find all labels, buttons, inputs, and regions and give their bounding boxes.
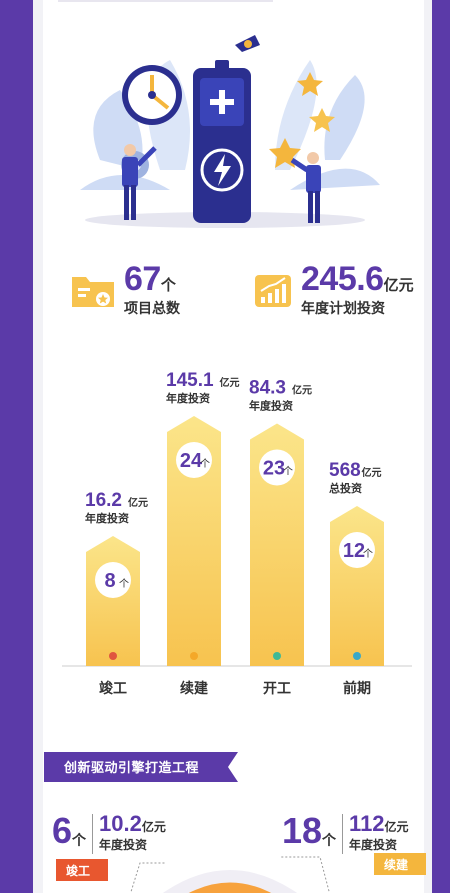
top-divider bbox=[58, 0, 273, 2]
section-title: 创新驱动引擎打造工程 bbox=[64, 761, 200, 776]
stat-total-projects: 67个 项目总数 bbox=[70, 262, 180, 318]
frame-left-inner bbox=[33, 0, 43, 893]
total-projects-unit: 个 bbox=[160, 276, 176, 294]
left-count-unit: 个 bbox=[72, 833, 87, 849]
invest-label-0: 年度投资 bbox=[85, 511, 129, 525]
bar-count-unit-1: 个 bbox=[200, 458, 210, 470]
bar-count-0: 8 bbox=[104, 570, 115, 592]
bar-2 bbox=[250, 423, 304, 666]
bar-count-unit-0: 个 bbox=[119, 578, 129, 590]
bar-count-badge-1 bbox=[176, 442, 212, 478]
bar-count-badge-2 bbox=[259, 449, 295, 486]
invest-value-0: 16.2 bbox=[85, 490, 122, 511]
right-value-unit: 亿元 bbox=[384, 820, 409, 834]
left-sub: 年度投资 bbox=[99, 838, 148, 852]
category-label-0: 竣工 bbox=[99, 680, 127, 697]
annual-investment-label: 年度计划投资 bbox=[301, 301, 385, 317]
frame-left-border bbox=[0, 0, 33, 893]
annual-investment-value: 245.6 bbox=[301, 260, 384, 298]
left-value-unit: 亿元 bbox=[141, 820, 166, 834]
section-right-stat: 18 个 112亿元 年度投资 bbox=[282, 812, 409, 854]
bar-1 bbox=[167, 416, 221, 666]
left-value: 10.2 bbox=[99, 811, 142, 836]
right-count: 18 bbox=[282, 810, 323, 851]
total-projects-value: 67 bbox=[124, 260, 161, 298]
bar-count-2: 23 bbox=[263, 458, 285, 480]
bar-dot-3 bbox=[353, 652, 361, 660]
section-banner bbox=[44, 752, 238, 782]
left-divider bbox=[92, 814, 94, 854]
right-count-unit: 个 bbox=[322, 833, 337, 849]
bar-dot-1 bbox=[190, 652, 198, 660]
left-count: 6 bbox=[52, 810, 73, 851]
category-label-1: 续建 bbox=[180, 680, 208, 697]
growth-chart-icon bbox=[255, 275, 291, 307]
invest-unit-2: 亿元 bbox=[292, 384, 312, 397]
bar-count-unit-3: 个 bbox=[363, 548, 373, 560]
total-projects-label: 项目总数 bbox=[124, 301, 180, 317]
bar-dot-2 bbox=[273, 652, 281, 660]
invest-value-3: 568 bbox=[329, 460, 361, 481]
bar-count-unit-2: 个 bbox=[283, 466, 293, 478]
right-value: 112 bbox=[349, 811, 385, 836]
bar-count-3: 12 bbox=[343, 540, 365, 562]
right-sub: 年度投资 bbox=[349, 838, 398, 852]
bottom-decoration bbox=[130, 856, 330, 893]
invest-value-1: 145.1 bbox=[166, 370, 214, 391]
folder-star-icon bbox=[72, 277, 114, 307]
bar-3 bbox=[330, 506, 384, 666]
bar-dot-0 bbox=[109, 652, 117, 660]
frame-right-border bbox=[432, 0, 450, 893]
invest-label-1: 年度投资 bbox=[166, 391, 210, 405]
hero-illustration bbox=[80, 35, 380, 228]
bar-0 bbox=[86, 536, 140, 666]
category-label-2: 开工 bbox=[263, 681, 291, 697]
tag-continuing: 续建 bbox=[374, 853, 426, 875]
invest-label-2: 年度投资 bbox=[249, 399, 293, 413]
invest-unit-1: 亿元 bbox=[220, 376, 240, 389]
bar-count-1: 24 bbox=[180, 450, 203, 472]
invest-label-3: 总投资 bbox=[329, 481, 362, 495]
tag-completed: 竣工 bbox=[56, 859, 108, 881]
stat-annual-investment: 245.6亿元 年度计划投资 bbox=[253, 262, 414, 318]
section-left-stat: 6 个 10.2亿元 年度投资 bbox=[52, 812, 166, 854]
category-label-3: 前期 bbox=[343, 680, 371, 697]
invest-unit-0: 亿元 bbox=[128, 496, 148, 509]
frame-right-inner bbox=[424, 0, 432, 893]
invest-value-2: 84.3 bbox=[249, 378, 286, 399]
annual-investment-unit: 亿元 bbox=[383, 276, 414, 294]
right-divider bbox=[342, 814, 344, 854]
bar-count-badge-3 bbox=[339, 532, 375, 568]
bar-count-badge-0 bbox=[95, 562, 131, 598]
invest-unit-3: 亿元 bbox=[362, 466, 382, 479]
